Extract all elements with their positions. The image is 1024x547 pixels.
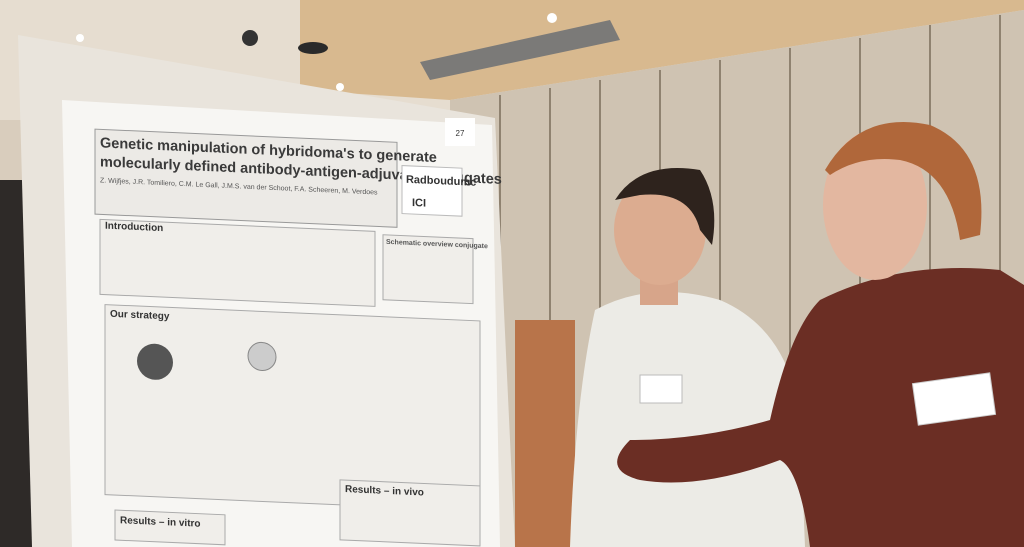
- name-badge: [639, 374, 683, 404]
- person-center: [570, 168, 805, 547]
- cell-icon: [247, 341, 277, 371]
- strategy-box: [104, 304, 481, 512]
- in-vivo-box: [339, 479, 481, 547]
- intro-box: [99, 218, 376, 307]
- light: [336, 83, 344, 91]
- speaker: [298, 42, 328, 54]
- in-vitro-box: [114, 509, 226, 546]
- section-title: Results – in vivo: [345, 484, 424, 498]
- logo-box: [401, 165, 463, 217]
- section-title: Introduction: [105, 221, 163, 235]
- poster-content: Genetic manipulation of hybridoma's to g…: [94, 128, 502, 547]
- name-badge: [911, 372, 997, 426]
- schematic-box: [382, 234, 474, 305]
- title-box: [94, 128, 398, 228]
- camera: [242, 30, 258, 46]
- light: [547, 13, 557, 23]
- logo-ici: ICI: [412, 197, 426, 210]
- cell-icon: [137, 343, 173, 380]
- ceiling-wood: [300, 0, 1024, 100]
- poster-number: 27: [456, 129, 465, 138]
- section-title: Results – in vitro: [120, 515, 201, 530]
- section-title: Schematic overview conjugate: [386, 239, 488, 250]
- light: [76, 34, 84, 42]
- person-right: [617, 122, 1024, 547]
- section-title: Our strategy: [110, 309, 170, 323]
- poster-number-tag: [445, 118, 475, 146]
- vent: [420, 20, 620, 80]
- logo: Radboudumc: [406, 174, 476, 189]
- wood-accent: [515, 320, 575, 547]
